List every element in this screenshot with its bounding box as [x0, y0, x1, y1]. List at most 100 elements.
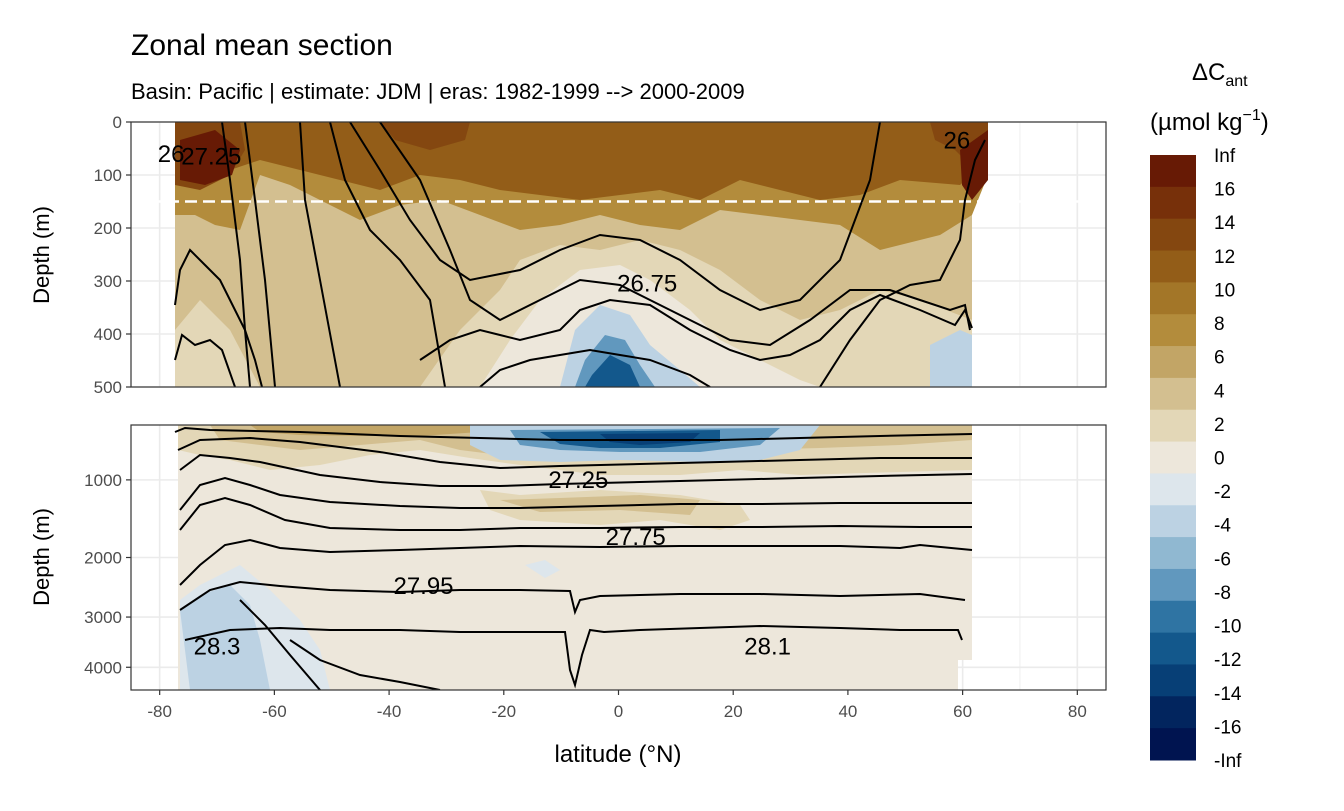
y-tick-label: 3000 — [84, 608, 122, 627]
field-fill-0 — [178, 425, 972, 690]
isopycnal-label: 26 — [158, 141, 185, 168]
colorbar-tick-label: 12 — [1214, 247, 1235, 268]
isopycnal-line — [289, 639, 441, 690]
colorbar-swatch — [1150, 155, 1196, 188]
x-tick-label: 80 — [1068, 702, 1087, 721]
colorbar-tick-label: -6 — [1214, 549, 1231, 570]
colorbar-swatch — [1150, 664, 1196, 697]
isopycnal-line — [419, 293, 973, 362]
colorbar-unit-end: ) — [1261, 109, 1269, 136]
colorbar-swatches — [1150, 155, 1196, 761]
colorbar-tick-label: 16 — [1214, 180, 1235, 201]
isopycnal-line — [329, 122, 446, 387]
isopycnal-line — [379, 122, 971, 347]
y-tick-label: 0 — [113, 113, 122, 132]
colorbar-unit-sup: −1 — [1243, 107, 1261, 124]
isopycnal-line — [179, 538, 973, 586]
y-tick-label: 4000 — [84, 658, 122, 677]
isopycnal-line — [239, 599, 321, 690]
colorbar-tick-label: -10 — [1214, 617, 1241, 638]
colorbar-swatch — [1150, 314, 1196, 347]
isopycnal-line — [819, 139, 986, 387]
isopycnal-line — [244, 122, 276, 387]
y-tick-label: 200 — [94, 219, 122, 238]
isopycnal-line — [349, 122, 881, 312]
isopycnal-line — [174, 426, 973, 441]
lower-y-axis-title: Depth (m) — [29, 508, 54, 606]
lower-contour-labels: 27.25 27.75 27.95 28.3 28.1 — [194, 467, 791, 661]
colorbar-swatch — [1150, 409, 1196, 443]
colorbar-title-sub: ant — [1225, 73, 1248, 90]
colorbar-swatch — [1150, 600, 1196, 634]
x-tick-label: 0 — [614, 702, 623, 721]
isopycnal-line — [174, 248, 263, 387]
lower-isopycnals — [174, 426, 973, 690]
isopycnal-label: 27.25 — [181, 143, 241, 170]
colorbar-swatch — [1150, 728, 1196, 761]
upper-field — [131, 122, 1106, 387]
chart-title: Zonal mean section — [131, 29, 393, 62]
colorbar-tick-label: 8 — [1214, 314, 1225, 335]
colorbar-swatch — [1150, 537, 1196, 570]
isopycnal-line — [179, 496, 972, 531]
upper-panel-border — [130, 121, 1107, 388]
colorbar-tick-label: 2 — [1214, 415, 1225, 436]
lower-panel: 27.25 27.75 27.95 28.3 28.1 1000 2000 3000 4000… — [29, 424, 1107, 691]
x-tick-label: 60 — [953, 702, 972, 721]
upper-isopycnals — [174, 122, 986, 387]
x-axis: -80 -60 -40 -20 0 20 40 60 80 — [147, 690, 1087, 721]
field-fill-neg2-right — [930, 330, 972, 387]
x-tick-label: -80 — [147, 702, 172, 721]
colorbar-tick-label: 4 — [1214, 381, 1225, 402]
colorbar-tick-label: Inf — [1214, 146, 1236, 167]
y-tick-label: 400 — [94, 325, 122, 344]
y-tick-label: 2000 — [84, 549, 122, 568]
isopycnal-line — [179, 453, 973, 487]
colorbar-tick-label: -Inf — [1214, 751, 1242, 772]
colorbar-swatch — [1150, 218, 1196, 252]
upper-y-axis: 0 100 200 300 400 500 — [94, 113, 131, 397]
isopycnal-label: 27.75 — [606, 524, 666, 551]
colorbar-tick-label: 0 — [1214, 449, 1225, 470]
colorbar-tick-label: -14 — [1214, 684, 1242, 705]
colorbar-tick-label: 14 — [1214, 213, 1236, 234]
colorbar-unit-main: (µmol kg — [1150, 109, 1243, 136]
colorbar-tick-label: 6 — [1214, 348, 1225, 369]
field-fill-neg2-speck — [525, 560, 560, 578]
isopycnal-label: 28.1 — [744, 634, 791, 661]
isopycnal-label: 28.3 — [194, 634, 241, 661]
x-axis-title: latitude (°N) — [555, 741, 682, 768]
field-fill-neg10 — [585, 355, 640, 387]
field-fill-neg2-core — [180, 585, 270, 690]
isopycnal-label: 27.95 — [393, 573, 453, 600]
isopycnal-label: 26.75 — [617, 271, 677, 298]
colorbar-title-main: ΔC — [1192, 59, 1225, 86]
field-fill-0 — [480, 265, 820, 387]
lower-field — [174, 425, 973, 690]
isopycnal-line — [299, 122, 341, 387]
colorbar-swatch — [1150, 186, 1196, 220]
isopycnal-line — [221, 122, 251, 387]
lower-y-axis: 1000 2000 3000 4000 — [84, 471, 131, 677]
y-tick-label: 100 — [94, 166, 122, 185]
colorbar-swatch — [1150, 346, 1196, 379]
upper-y-axis-title: Depth (m) — [29, 206, 54, 304]
isopycnal-line — [179, 580, 966, 616]
colorbar-unit: (µmol kg−1) — [1150, 107, 1269, 136]
y-tick-label: 300 — [94, 272, 122, 291]
colorbar-swatch — [1150, 505, 1196, 538]
x-tick-label: 40 — [838, 702, 857, 721]
colorbar-labels: Inf 16 14 12 10 8 6 4 2 0 -2 -4 -6 -8 -10 -12 -14 -16 -Inf — [1196, 146, 1242, 772]
colorbar-tick-label: -2 — [1214, 482, 1231, 503]
colorbar-swatch — [1150, 696, 1196, 729]
isopycnal-label: 26 — [944, 128, 971, 155]
y-tick-label: 1000 — [84, 471, 122, 490]
colorbar-swatch — [1150, 250, 1196, 283]
colorbar-legend: ΔCant (µmol kg−1) Inf 16 14 12 10 8 6 4 2 0 -2 -4 -6… — [1150, 59, 1269, 772]
colorbar-tick-label: -16 — [1214, 717, 1241, 738]
isopycnal-line — [174, 333, 236, 387]
isopycnal-line — [179, 476, 972, 511]
colorbar-tick-label: -12 — [1214, 650, 1241, 671]
colorbar-title: ΔCant — [1192, 59, 1248, 90]
